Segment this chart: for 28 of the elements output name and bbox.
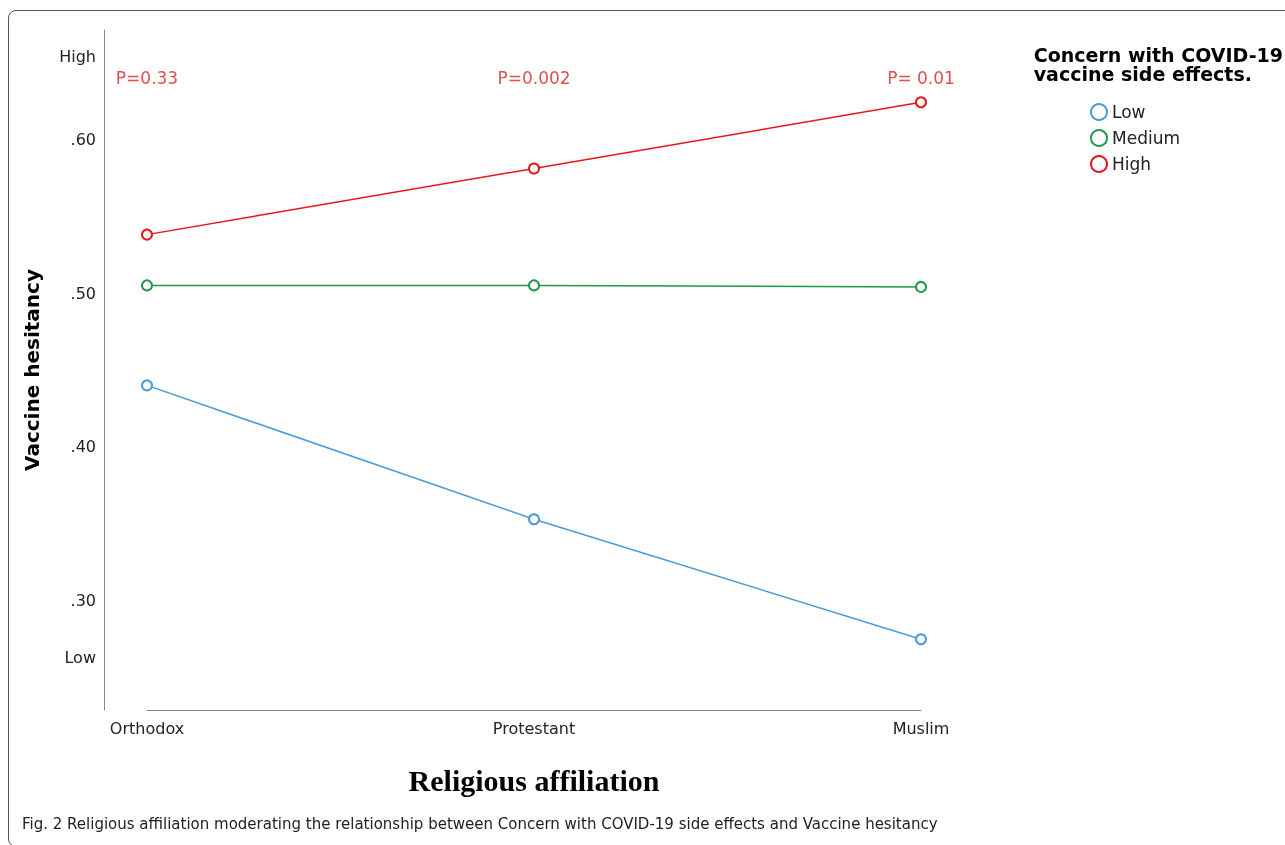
point — [915, 280, 927, 293]
y-axis-title: Vaccine hesitancy — [20, 269, 44, 471]
x-axis-title: Religious affiliation — [408, 763, 660, 797]
point — [141, 379, 153, 392]
legend-title: Concern with COVID-19 vaccine side effects. — [1033, 43, 1284, 85]
point — [528, 162, 540, 175]
x-tick-label: Muslim — [892, 718, 950, 738]
caption: Fig. 2 Religious affiliation moderating the relationship between Concern with COVID-19 side effects and Vaccine hesitancy — [22, 815, 938, 833]
point — [915, 96, 927, 109]
y-tick-label: .30 — [70, 591, 96, 611]
point — [528, 279, 540, 292]
y-tick-label: High — [59, 46, 96, 66]
point — [915, 633, 927, 646]
y-tick-label: .40 — [70, 437, 96, 457]
legend-label: High — [1112, 154, 1152, 174]
y-tick-label: .50 — [70, 283, 96, 303]
legend-label: Low — [1112, 102, 1146, 122]
annotation: P=0.33 — [115, 68, 179, 88]
annotation: P=0.002 — [497, 68, 571, 88]
point — [528, 513, 540, 526]
y-tick-label: Low — [64, 648, 96, 668]
x-tick-label: Protestant — [492, 718, 576, 738]
legend-label: Medium — [1112, 128, 1180, 148]
x-tick-label: Orthodox — [109, 718, 185, 738]
y-tick-label: .60 — [70, 129, 96, 149]
point — [141, 279, 153, 292]
point — [141, 228, 153, 241]
annotation: P= 0.01 — [887, 68, 955, 88]
